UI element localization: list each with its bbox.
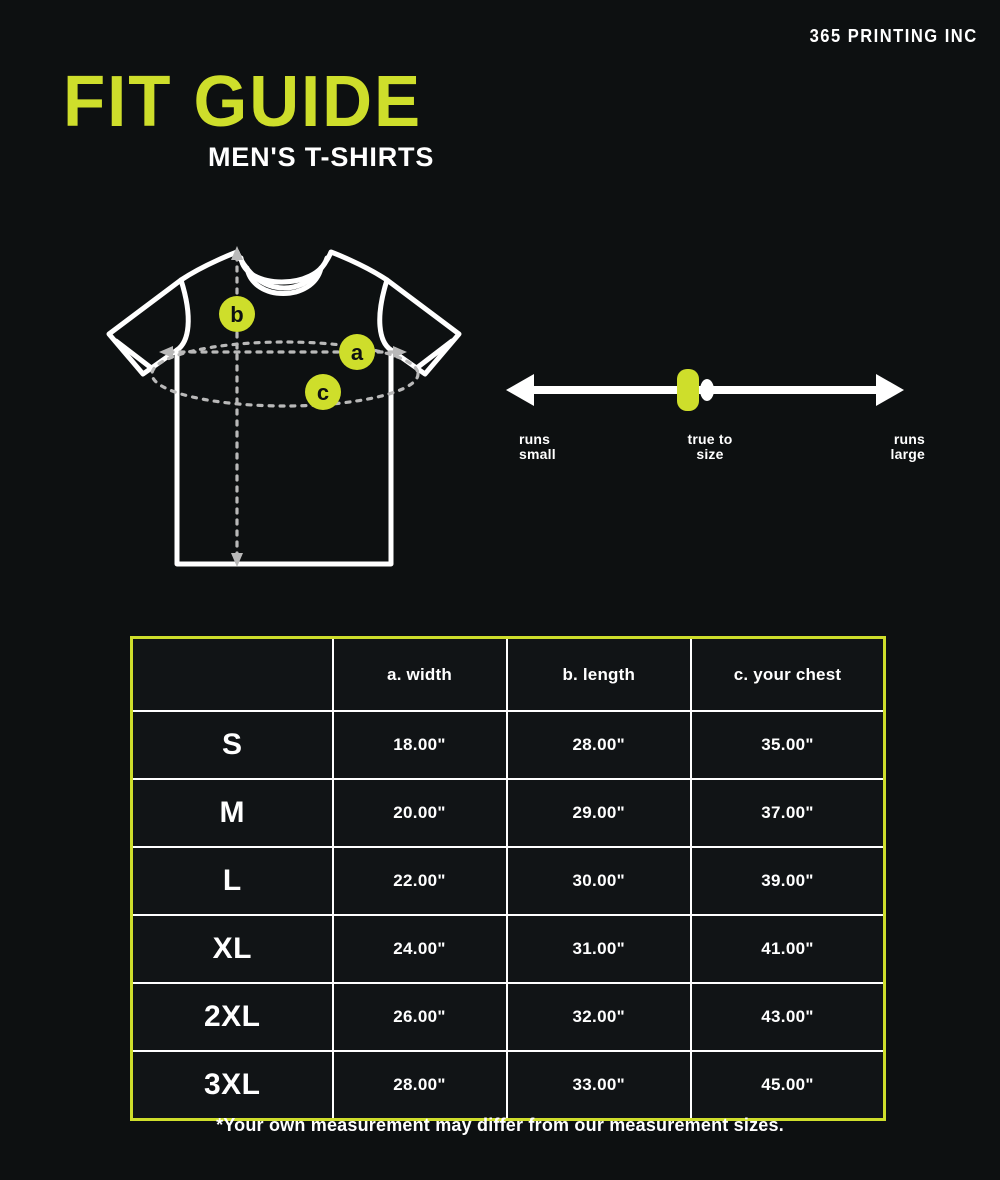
measurement-guides [150,254,420,557]
tshirt-diagram: b a c [85,222,485,582]
cell-chest: 37.00" [690,778,883,848]
fit-label-runs-large-line1: runs [893,431,925,447]
cell-width: 24.00" [331,914,508,984]
fit-scale-dot [700,379,714,401]
size-chart-body: a. width b. length c. your chest S 18.00… [133,639,883,1118]
cell-size: 2XL [133,982,334,1052]
table-row: S 18.00" 28.00" 35.00" [133,710,883,780]
svg-text:c: c [317,380,329,405]
cell-chest: 45.00" [690,1050,883,1118]
table-header-row: a. width b. length c. your chest [133,639,883,712]
cell-length: 29.00" [505,778,692,848]
cell-width: 26.00" [331,982,508,1052]
fit-scale-labels: runs small true to size runs large [495,432,925,482]
header-cell-length: b. length [505,639,692,712]
table-row: L 22.00" 30.00" 39.00" [133,846,883,916]
brand-name: 365 PRINTING INC [809,26,978,46]
size-chart-table: a. width b. length c. your chest S 18.00… [130,636,886,1121]
measurement-arrowheads [159,246,407,567]
marker-b: b [219,296,255,332]
cell-length: 28.00" [505,710,692,780]
cell-chest: 41.00" [690,914,883,984]
fit-label-true-to-size-line2: size [696,445,724,462]
table-row: 2XL 26.00" 32.00" 43.00" [133,982,883,1052]
cell-chest: 43.00" [690,982,883,1052]
table-row: M 20.00" 29.00" 37.00" [133,778,883,848]
cell-size: L [133,846,334,916]
cell-size: 3XL [133,1050,334,1118]
svg-text:b: b [230,302,243,327]
header-cell-width: a. width [331,639,508,712]
fit-label-runs-small: runs small [495,432,639,462]
cell-length: 30.00" [505,846,692,916]
cell-chest: 39.00" [690,846,883,916]
table-row: XL 24.00" 31.00" 41.00" [133,914,883,984]
cell-length: 33.00" [505,1050,692,1118]
header-cell-size [133,639,334,712]
page-title: FIT GUIDE [63,62,423,142]
marker-c: c [305,374,341,410]
fit-label-runs-large-line2: large [890,445,925,462]
cell-size: S [133,710,334,780]
collar-detail-icon [238,255,330,296]
tshirt-outline-icon [106,249,462,567]
table-row: 3XL 28.00" 33.00" 45.00" [133,1050,883,1118]
cell-chest: 35.00" [690,710,883,780]
fit-label-runs-large: runs large [795,432,943,462]
fit-label-true-to-size-line1: true to [687,431,733,447]
cell-width: 28.00" [331,1050,508,1118]
cell-width: 18.00" [331,710,508,780]
cell-width: 20.00" [331,778,508,848]
cell-width: 22.00" [331,846,508,916]
header-cell-chest: c. your chest [690,639,883,712]
cell-size: XL [133,914,334,984]
cell-length: 32.00" [505,982,692,1052]
svg-text:a: a [351,340,364,365]
cell-length: 31.00" [505,914,692,984]
measurement-disclaimer: *Your own measurement may differ from ou… [216,1115,784,1135]
page-subtitle: MEN'S T-SHIRTS [208,142,435,172]
fit-label-true-to-size: true to size [643,432,777,462]
fit-label-runs-small-line2: small [519,445,556,462]
fit-label-runs-small-line1: runs [519,431,551,447]
fit-scale-marker [677,369,699,411]
marker-a: a [339,334,375,370]
cell-size: M [133,778,334,848]
fit-scale [500,360,910,425]
